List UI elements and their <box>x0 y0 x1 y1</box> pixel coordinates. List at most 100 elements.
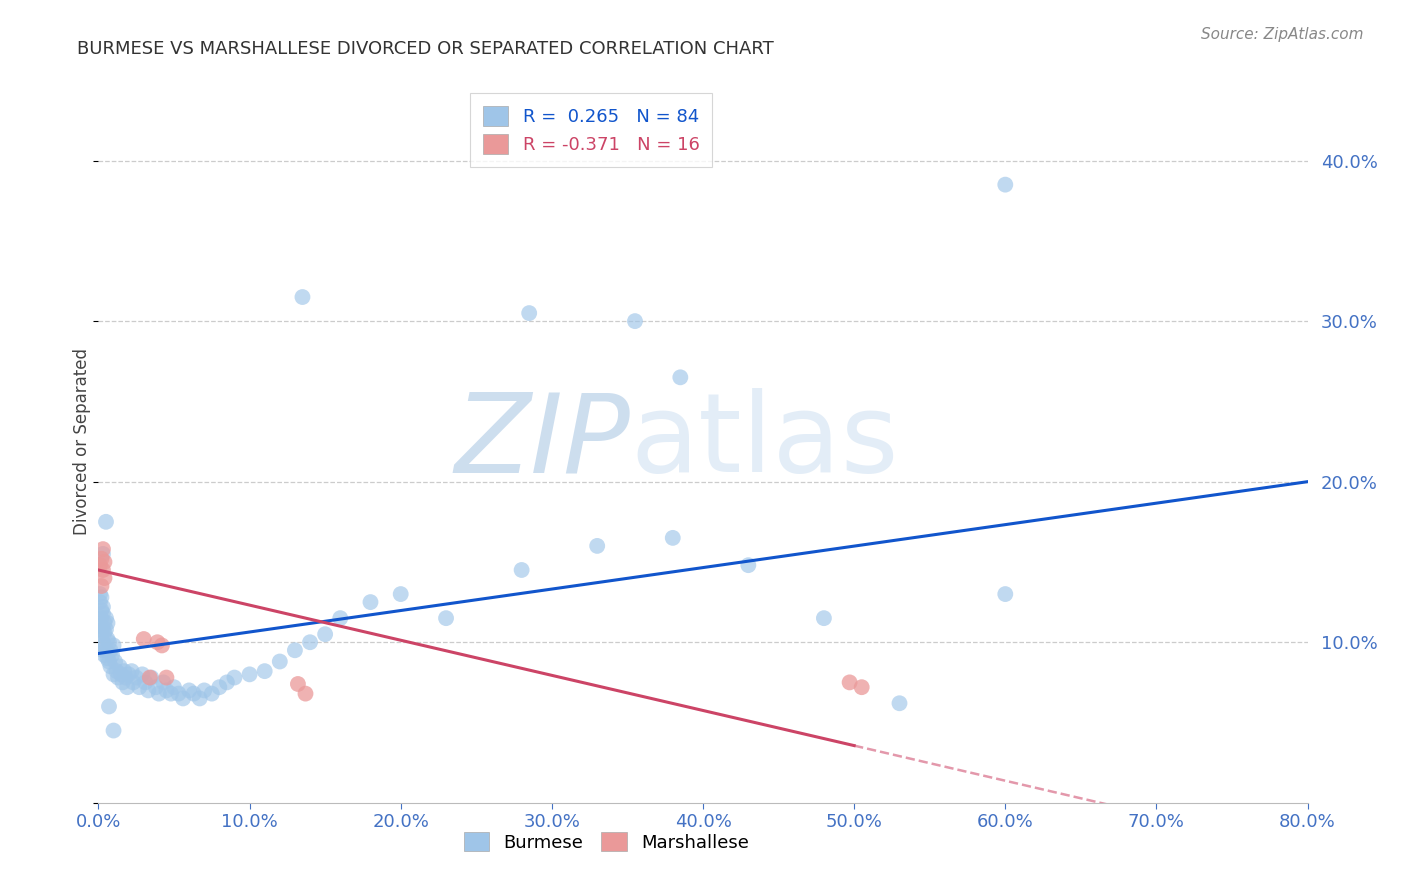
Point <box>94 643 117 657</box>
Point <box>329 611 352 625</box>
Point <box>183 687 205 701</box>
Point <box>104 655 127 669</box>
Point <box>93 648 115 662</box>
Point <box>148 687 170 701</box>
Point <box>100 659 122 673</box>
Text: BURMESE VS MARSHALLESE DIVORCED OR SEPARATED CORRELATION CHART: BURMESE VS MARSHALLESE DIVORCED OR SEPAR… <box>77 40 775 58</box>
Point <box>121 664 143 678</box>
Point <box>107 671 129 685</box>
Point <box>139 671 162 685</box>
Point <box>253 664 276 678</box>
Point <box>93 555 115 569</box>
Point <box>93 625 115 640</box>
Point <box>90 579 112 593</box>
Point <box>91 635 114 649</box>
Point <box>141 671 163 685</box>
Text: atlas: atlas <box>630 388 898 495</box>
Point <box>179 683 201 698</box>
Point <box>193 683 215 698</box>
Point <box>91 547 114 561</box>
Point <box>188 691 211 706</box>
Point <box>90 551 112 566</box>
Point <box>108 659 131 673</box>
Point <box>624 314 647 328</box>
Point <box>93 615 115 630</box>
Point <box>838 675 860 690</box>
Point <box>284 643 307 657</box>
Point <box>122 675 145 690</box>
Point <box>91 643 114 657</box>
Point <box>889 696 911 710</box>
Point <box>98 655 121 669</box>
Point <box>208 680 231 694</box>
Point <box>103 639 125 653</box>
Point <box>145 680 167 694</box>
Point <box>96 651 118 665</box>
Point <box>813 611 835 625</box>
Point <box>114 671 136 685</box>
Point <box>160 687 183 701</box>
Point <box>851 680 873 694</box>
Point <box>224 671 246 685</box>
Point <box>111 675 134 690</box>
Point <box>155 671 177 685</box>
Point <box>91 607 114 621</box>
Point <box>287 677 309 691</box>
Point <box>94 515 117 529</box>
Point <box>131 667 153 681</box>
Point <box>90 627 112 641</box>
Point <box>98 699 121 714</box>
Point <box>152 675 174 690</box>
Point <box>110 667 132 681</box>
Point <box>128 680 150 694</box>
Point <box>661 531 683 545</box>
Point <box>89 587 111 601</box>
Point <box>115 680 138 694</box>
Text: ZIP: ZIP <box>454 388 630 495</box>
Point <box>167 687 190 701</box>
Point <box>434 611 457 625</box>
Point <box>239 667 262 681</box>
Text: Source: ZipAtlas.com: Source: ZipAtlas.com <box>1201 27 1364 42</box>
Point <box>96 615 118 630</box>
Point <box>155 683 177 698</box>
Point <box>510 563 533 577</box>
Point <box>314 627 336 641</box>
Point <box>103 723 125 738</box>
Point <box>299 635 322 649</box>
Point <box>91 542 114 557</box>
Point <box>172 691 194 706</box>
Point <box>101 648 124 662</box>
Point <box>89 619 111 633</box>
Point <box>90 591 112 605</box>
Y-axis label: Divorced or Separated: Divorced or Separated <box>73 348 91 535</box>
Point <box>132 632 155 646</box>
Point <box>91 599 114 614</box>
Point <box>94 611 117 625</box>
Point <box>994 587 1017 601</box>
Point <box>586 539 609 553</box>
Point <box>291 290 314 304</box>
Point <box>89 595 111 609</box>
Point <box>294 687 316 701</box>
Point <box>163 680 186 694</box>
Point <box>98 635 121 649</box>
Point <box>89 558 111 573</box>
Point <box>91 563 114 577</box>
Point <box>517 306 540 320</box>
Point <box>96 632 118 646</box>
Point <box>90 611 112 625</box>
Legend: Burmese, Marshallese: Burmese, Marshallese <box>457 825 756 859</box>
Point <box>91 623 114 637</box>
Point <box>201 687 224 701</box>
Point <box>90 603 112 617</box>
Point <box>105 664 128 678</box>
Point <box>360 595 382 609</box>
Point <box>136 683 159 698</box>
Point <box>150 639 173 653</box>
Point <box>215 675 238 690</box>
Point <box>103 667 125 681</box>
Point <box>994 178 1017 192</box>
Point <box>93 571 115 585</box>
Point <box>100 643 122 657</box>
